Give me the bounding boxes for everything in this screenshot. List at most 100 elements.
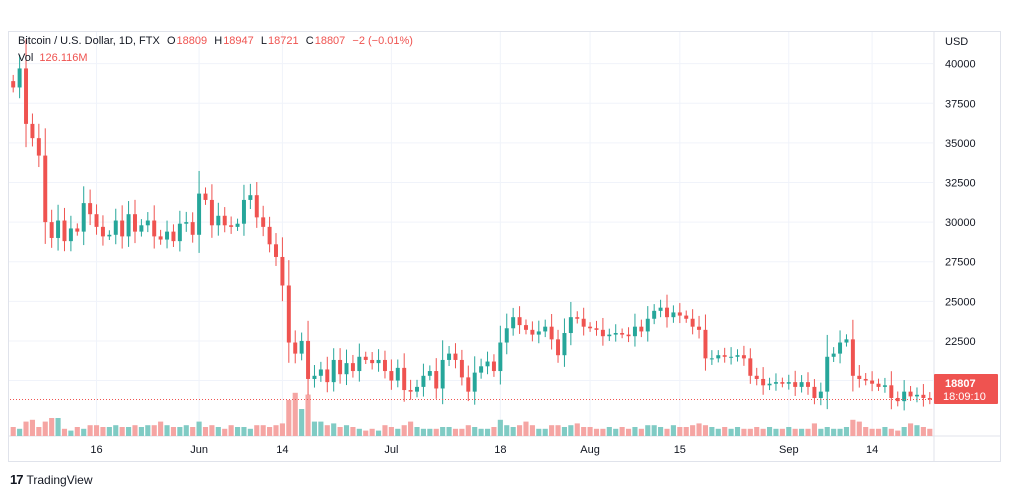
high-label: H bbox=[214, 35, 223, 47]
candle-body bbox=[889, 385, 894, 398]
volume-bar bbox=[55, 418, 61, 436]
close-label: C bbox=[305, 35, 314, 47]
candle-body bbox=[581, 318, 586, 327]
volume-bar bbox=[318, 421, 324, 436]
volume-bar bbox=[799, 428, 805, 436]
candle-body bbox=[235, 223, 240, 227]
candle-body bbox=[370, 359, 375, 364]
volume-bar bbox=[754, 427, 760, 436]
volume-bar bbox=[536, 428, 542, 436]
candle-body bbox=[748, 358, 753, 376]
candle-body bbox=[498, 342, 503, 372]
volume-bar bbox=[760, 428, 766, 436]
ohlc-legend[interactable]: Bitcoin / U.S. Dollar, 1D, FTX O18809 H1… bbox=[18, 35, 414, 47]
candle-body bbox=[671, 312, 676, 318]
volume-bar bbox=[241, 427, 247, 436]
candle-body bbox=[780, 382, 785, 384]
candle-body bbox=[434, 371, 439, 389]
candle-body bbox=[530, 329, 535, 335]
volume-bar bbox=[677, 427, 683, 436]
candle-body bbox=[626, 334, 631, 337]
candle-body bbox=[158, 236, 163, 240]
volume-bar bbox=[420, 428, 426, 436]
candle-body bbox=[209, 199, 214, 226]
tradingview-brand[interactable]: 17 TradingView bbox=[10, 472, 93, 487]
volume-bar bbox=[81, 428, 87, 436]
candle-body bbox=[81, 203, 86, 232]
volume-bar bbox=[388, 427, 394, 436]
candle-body bbox=[325, 369, 330, 383]
volume-bar bbox=[593, 428, 600, 436]
chart-frame[interactable] bbox=[8, 31, 1001, 462]
x-tick-label: Jun bbox=[190, 444, 208, 456]
volume-bar bbox=[427, 428, 433, 436]
candle-body bbox=[376, 359, 381, 364]
x-tick-label: 16 bbox=[90, 444, 102, 456]
volume-bar bbox=[183, 425, 189, 436]
y-tick-label: 40000 bbox=[945, 59, 976, 71]
volume-bar bbox=[247, 428, 253, 436]
candle-body bbox=[793, 382, 798, 387]
volume-bar bbox=[356, 428, 362, 436]
candle-body bbox=[11, 81, 16, 88]
candle-body bbox=[203, 193, 208, 200]
volume-bar bbox=[574, 423, 580, 436]
candle-body bbox=[600, 329, 605, 337]
candle-body bbox=[645, 318, 650, 332]
price-axis[interactable]: 2000022500250002750030000325003500037500… bbox=[945, 59, 976, 388]
x-tick-label: 14 bbox=[866, 444, 878, 456]
candle-body bbox=[523, 325, 528, 330]
volume-bar bbox=[395, 428, 401, 436]
candle-body bbox=[684, 315, 689, 319]
x-tick-label: Jul bbox=[384, 444, 398, 456]
volume-bar bbox=[914, 425, 920, 436]
volume-bar bbox=[273, 425, 279, 436]
candle-body bbox=[466, 377, 471, 392]
candle-body bbox=[562, 333, 567, 356]
volume-bar bbox=[581, 427, 587, 436]
volume-bar bbox=[523, 421, 529, 436]
candle-body bbox=[133, 214, 137, 232]
candle-body bbox=[165, 231, 170, 240]
candle-body bbox=[806, 382, 810, 387]
candle-body bbox=[863, 378, 868, 381]
candle-body bbox=[831, 353, 836, 357]
volume-bar bbox=[728, 428, 734, 436]
y-tick-label: 25000 bbox=[945, 296, 976, 308]
candle-body bbox=[177, 223, 182, 242]
candle-body bbox=[799, 382, 804, 387]
x-tick-label: Aug bbox=[580, 444, 600, 456]
volume-bar bbox=[202, 427, 209, 436]
candle-body bbox=[402, 367, 407, 391]
candle-body bbox=[331, 359, 336, 383]
volume-bar bbox=[472, 427, 478, 436]
candle-body bbox=[786, 382, 791, 384]
candle-body bbox=[267, 226, 272, 245]
volume-bar bbox=[831, 428, 837, 436]
candle-body bbox=[838, 342, 843, 354]
volume-bar bbox=[93, 425, 100, 436]
candle-body bbox=[902, 391, 907, 402]
candle-body bbox=[485, 361, 490, 367]
candle-body bbox=[459, 359, 464, 378]
time-axis[interactable]: 16 Jun 14 Jul 18 Aug 15 Sep 14 bbox=[90, 444, 878, 456]
x-tick-label: 15 bbox=[674, 444, 686, 456]
volume-bar bbox=[132, 425, 138, 436]
candle-body bbox=[716, 355, 721, 359]
x-tick-label: 14 bbox=[276, 444, 288, 456]
candle-body bbox=[511, 317, 516, 329]
volume-bar bbox=[895, 430, 901, 436]
volume-bar bbox=[510, 427, 516, 436]
volume-bar bbox=[927, 428, 933, 436]
volume-bar bbox=[465, 425, 471, 436]
volume-bar bbox=[126, 427, 132, 436]
volume-bar bbox=[645, 425, 651, 436]
volume-bar bbox=[850, 419, 856, 436]
volume-legend[interactable]: Vol 126.116M bbox=[18, 52, 88, 64]
candle-body bbox=[350, 363, 355, 372]
volume-bar bbox=[549, 425, 555, 436]
volume-bar bbox=[433, 428, 439, 436]
volume-bar bbox=[215, 427, 221, 436]
candle-body bbox=[248, 195, 253, 200]
